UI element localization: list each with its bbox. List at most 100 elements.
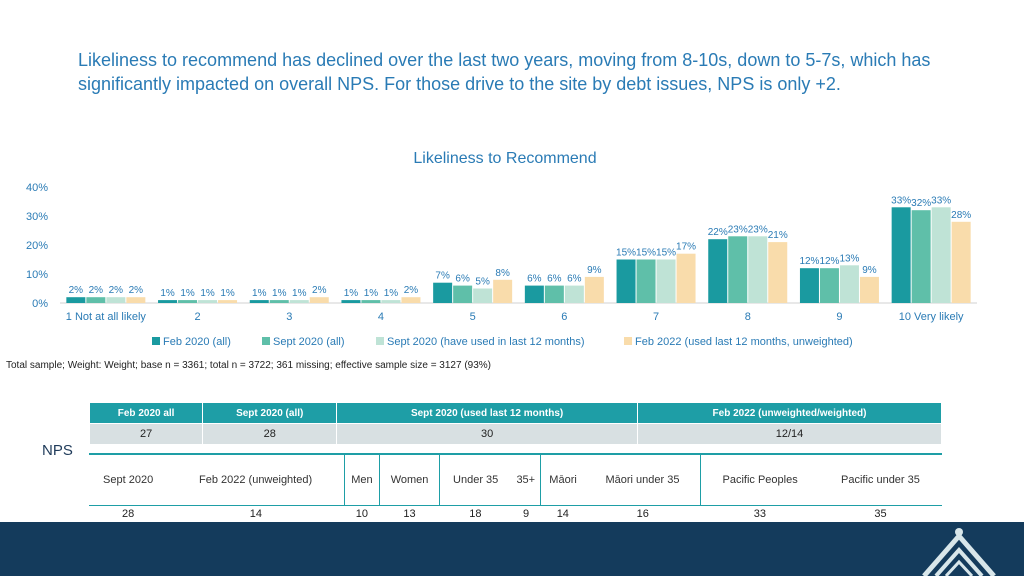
bar-data-label: 1% [364,288,379,299]
bar-data-label: 2% [404,285,419,296]
x-tick-label: 8 [745,311,751,323]
nps-segment-value: 9 [511,505,541,523]
nps-segment-value: 35 [818,505,942,523]
bar-data-label: 15% [656,248,676,259]
bar-data-label: 6% [567,274,582,285]
bar-chart: 0% 10% 20% 30% 40% 2% 2% 2% 2% 1 Not at all likel… [26,182,977,348]
bar [656,259,676,303]
bar-data-label: 1% [200,288,215,299]
x-tick-label: 9 [836,311,842,323]
bar [198,300,218,303]
nps-segment-header: Māori [540,453,585,506]
bar [799,268,819,303]
bar-data-label: 1% [180,288,195,299]
x-tick-label: 6 [561,311,567,323]
y-tick-label: 30% [26,211,48,223]
legend-swatch [376,337,384,345]
bar [891,207,911,303]
bar-data-label: 21% [768,230,788,241]
bar-data-label: 1% [220,288,235,299]
bar-data-label: 33% [931,195,951,206]
y-tick-label: 40% [26,182,48,194]
bar-data-label: 2% [89,285,104,296]
bar-data-label: 1% [292,288,307,299]
bar [584,276,604,303]
bar [544,285,564,303]
nps-summary-value: 27 [88,423,204,445]
bar-data-label: 15% [636,248,656,259]
bar-data-label: 32% [911,198,931,209]
bar-data-label: 1% [252,288,267,299]
bar [473,288,493,303]
headline: Likeliness to recommend has declined ove… [78,50,931,94]
bar [86,297,106,303]
bar-data-label: 2% [109,285,124,296]
legend-swatch [152,337,160,345]
x-tick-label: 5 [470,311,476,323]
bar-data-label: 6% [527,274,542,285]
bar-data-label: 12% [799,256,819,267]
bar [859,276,879,303]
bar-data-label: 2% [69,285,84,296]
bar-data-label: 2% [312,285,327,296]
bar [564,285,584,303]
bar [911,210,931,303]
bar [748,236,768,303]
bar-data-label: 9% [862,265,877,276]
nps-segment-header: 35+ [511,453,542,506]
nps-segment-header: Feb 2022 (unweighted) [167,453,345,506]
nps-segment-value: 16 [584,505,701,523]
bar [616,259,636,303]
nps-segment-value: 14 [167,505,345,523]
bar-data-label: 28% [951,210,971,221]
bar [636,259,656,303]
x-tick-label: 10 Very likely [899,311,964,323]
nps-segment-header: Women [379,453,441,506]
bar [381,300,401,303]
nps-label: NPS [42,442,73,459]
bar [309,297,329,303]
nps-segment-value-row: 28 14 10 13 18 9 14 16 33 35 [89,505,942,523]
x-tick-label: 7 [653,311,659,323]
nps-segment-value: 13 [379,505,440,523]
bar [676,253,696,303]
bar [361,300,381,303]
bar [708,239,728,303]
sample-note: Total sample; Weight: Weight; base n = 3… [6,360,492,371]
bar-data-label: 1% [272,288,287,299]
y-tick-label: 10% [26,269,48,281]
bar [106,297,126,303]
bar-data-label: 15% [616,248,636,259]
bar-data-label: 1% [344,288,359,299]
bar [341,300,361,303]
nps-summary-value: 12/14 [636,423,943,445]
bar [178,300,198,303]
nps-segment-header: Pacific under 35 [818,453,942,506]
bar [931,207,951,303]
chart-title: Likeliness to Recommend [413,150,597,167]
x-tick-label: 2 [194,311,200,323]
nps-segment-header-row: Sept 2020 Feb 2022 (unweighted) Men Wome… [89,453,942,506]
bar [768,242,788,303]
legend-label: Feb 2020 (all) [163,336,231,348]
bar-data-label: 2% [129,285,144,296]
nps-segment-value: 33 [700,505,819,523]
bar-data-label: 1% [384,288,399,299]
bar [493,279,513,303]
bar-data-label: 22% [708,227,728,238]
bar [839,265,859,303]
nps-segment-header: Pacific Peoples [700,453,819,506]
nps-summary-header: Sept 2020 (used last 12 months) [336,402,638,424]
x-tick-label: 3 [286,311,292,323]
nps-segment-value: 14 [540,505,585,523]
nps-summary-value-row: 27 28 30 12/14 [88,423,943,445]
bar-data-label: 1% [160,288,175,299]
nps-summary-value: 28 [202,423,338,445]
nps-summary-header: Sept 2020 (all) [202,402,338,424]
bar [126,297,146,303]
nps-summary-header-row: Feb 2020 all Sept 2020 (all) Sept 2020 (… [88,402,943,424]
footer-bar [0,522,1024,576]
nps-summary-value: 30 [336,423,638,445]
nps-summary-header: Feb 2022 (unweighted/weighted) [636,402,943,424]
logo-icon [922,528,996,576]
